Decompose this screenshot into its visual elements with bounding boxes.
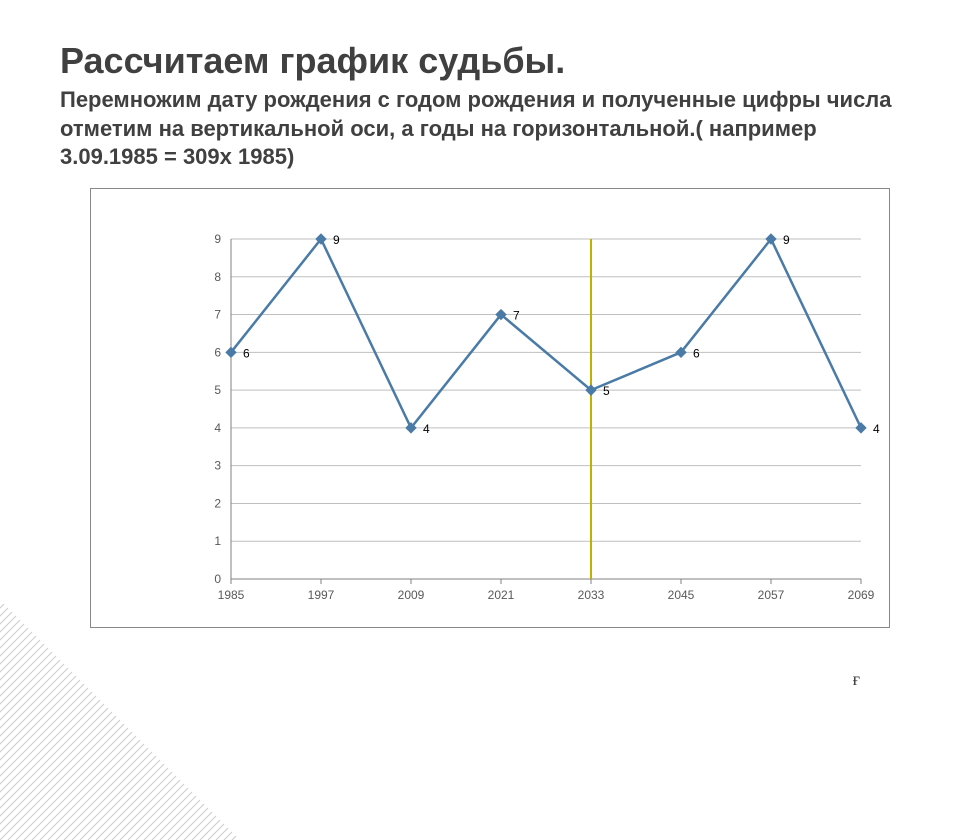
data-label: 9 [783,233,790,247]
data-label: 6 [243,346,250,360]
x-tick-label: 2021 [488,588,515,602]
x-tick-label: 2057 [758,588,785,602]
y-tick-label: 4 [214,421,221,435]
y-tick-label: 8 [214,270,221,284]
chart-container: 0 1 2 3 4 5 6 7 8 9 1985 1997 2009 2021 2033 2045 2057 20… [90,188,890,628]
series-line [231,239,861,428]
y-tick-label: 0 [214,572,221,586]
data-label: 7 [513,308,520,322]
y-tick-label: 1 [214,534,221,548]
x-tick-label: 1997 [308,588,335,602]
y-tick-label: 5 [214,383,221,397]
data-label: 6 [693,346,700,360]
x-tick-label: 2069 [848,588,875,602]
y-tick-label: 2 [214,496,221,510]
x-tick-label: 2009 [398,588,425,602]
x-tick-label: 2033 [578,588,605,602]
slide-content: Рассчитаем график судьбы. Перемножим дат… [0,0,960,648]
data-label: 4 [423,422,430,436]
line-chart: 0 1 2 3 4 5 6 7 8 9 1985 1997 2009 2021 2033 2045 2057 20… [91,189,891,629]
data-label: 5 [603,384,610,398]
data-marker [856,423,866,433]
x-tick-label: 2045 [668,588,695,602]
corner-glyph: ғ [853,669,860,690]
y-tick-label: 7 [214,307,221,321]
x-tick-label: 1985 [218,588,245,602]
data-label: 9 [333,233,340,247]
y-tick-label: 9 [214,232,221,246]
y-tick-label: 6 [214,345,221,359]
y-tick-label: 3 [214,458,221,472]
data-label: 4 [873,422,880,436]
slide-title: Рассчитаем график судьбы. [60,40,900,82]
slide-subtitle: Перемножим дату рождения с годом рождени… [60,86,900,172]
